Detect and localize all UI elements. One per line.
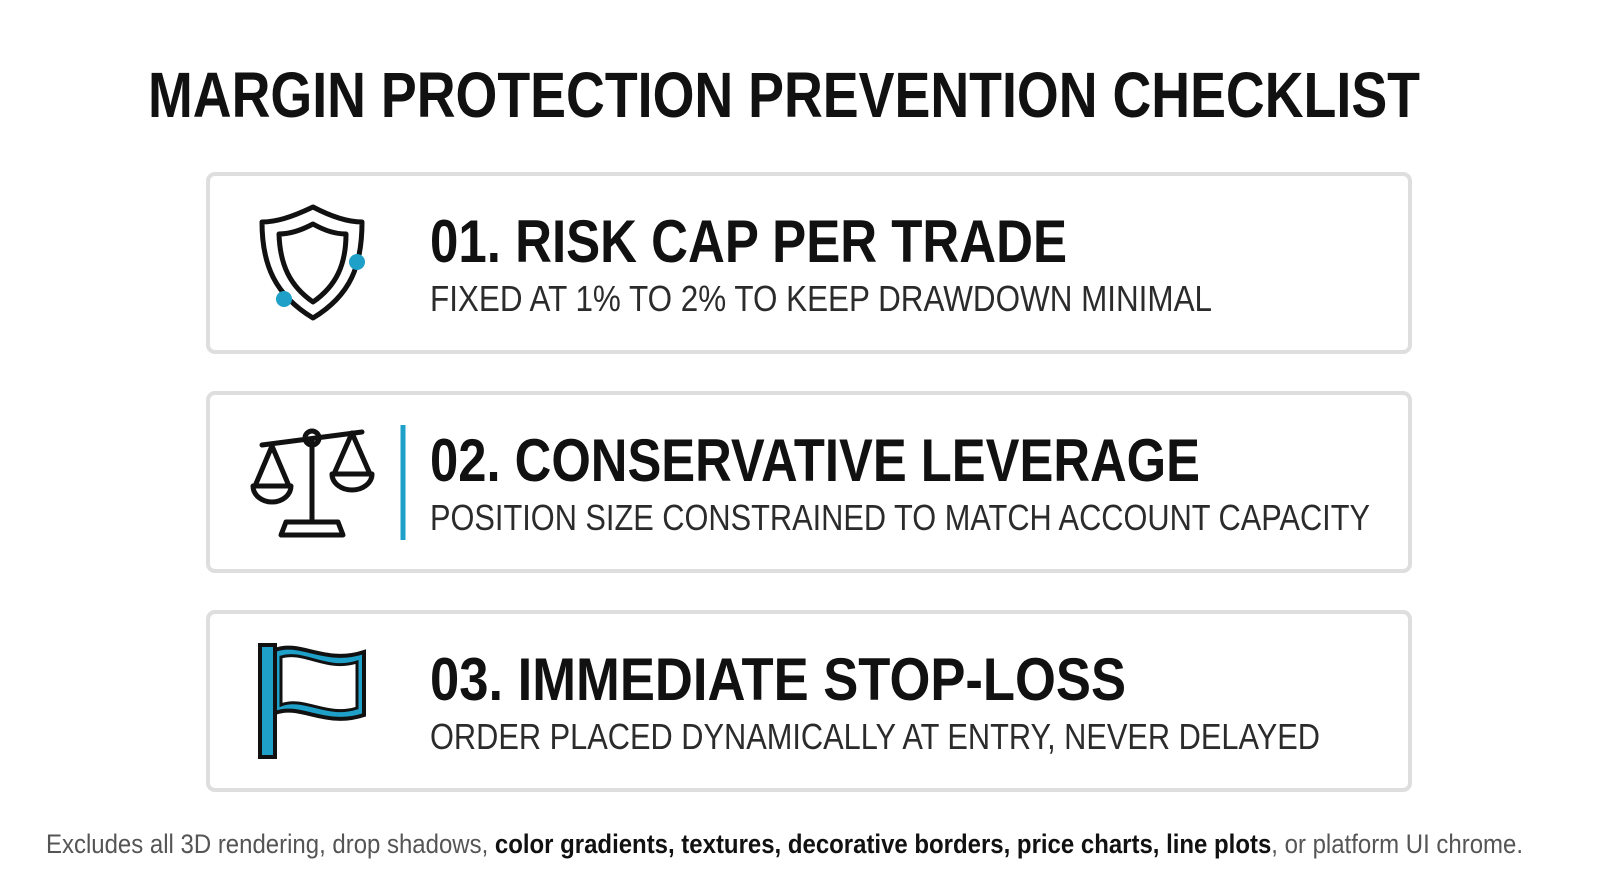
- item-description: POSITION SIZE CONSTRAINED TO MATCH ACCOU…: [430, 497, 1370, 538]
- footer-emphasis: color gradients, textures, decorative bo…: [495, 829, 1271, 859]
- card: [206, 610, 1412, 792]
- flag-icon: [258, 643, 366, 759]
- page-title: MARGIN PROTECTION PREVENTION CHECKLIST: [148, 59, 1420, 131]
- scales-icon: [250, 428, 375, 538]
- footer-text: Excludes all 3D rendering, drop shadows,: [46, 829, 495, 859]
- card: [206, 391, 1412, 573]
- item-description: ORDER PLACED DYNAMICALLY AT ENTRY, NEVER…: [430, 716, 1320, 757]
- item-description: FIXED AT 1% TO 2% TO KEEP DRAWDOWN MINIM…: [430, 278, 1212, 319]
- footer-note: Excludes all 3D rendering, drop shadows,…: [46, 829, 1523, 859]
- item-title: 02. CONSERVATIVE LEVERAGE: [430, 427, 1200, 494]
- footer-text: , or platform UI chrome.: [1271, 829, 1523, 859]
- shield-icon: [259, 204, 365, 321]
- card: [206, 172, 1412, 354]
- item-title: 01. RISK CAP PER TRADE: [430, 208, 1067, 275]
- item-title: 03. IMMEDIATE STOP-LOSS: [430, 646, 1126, 713]
